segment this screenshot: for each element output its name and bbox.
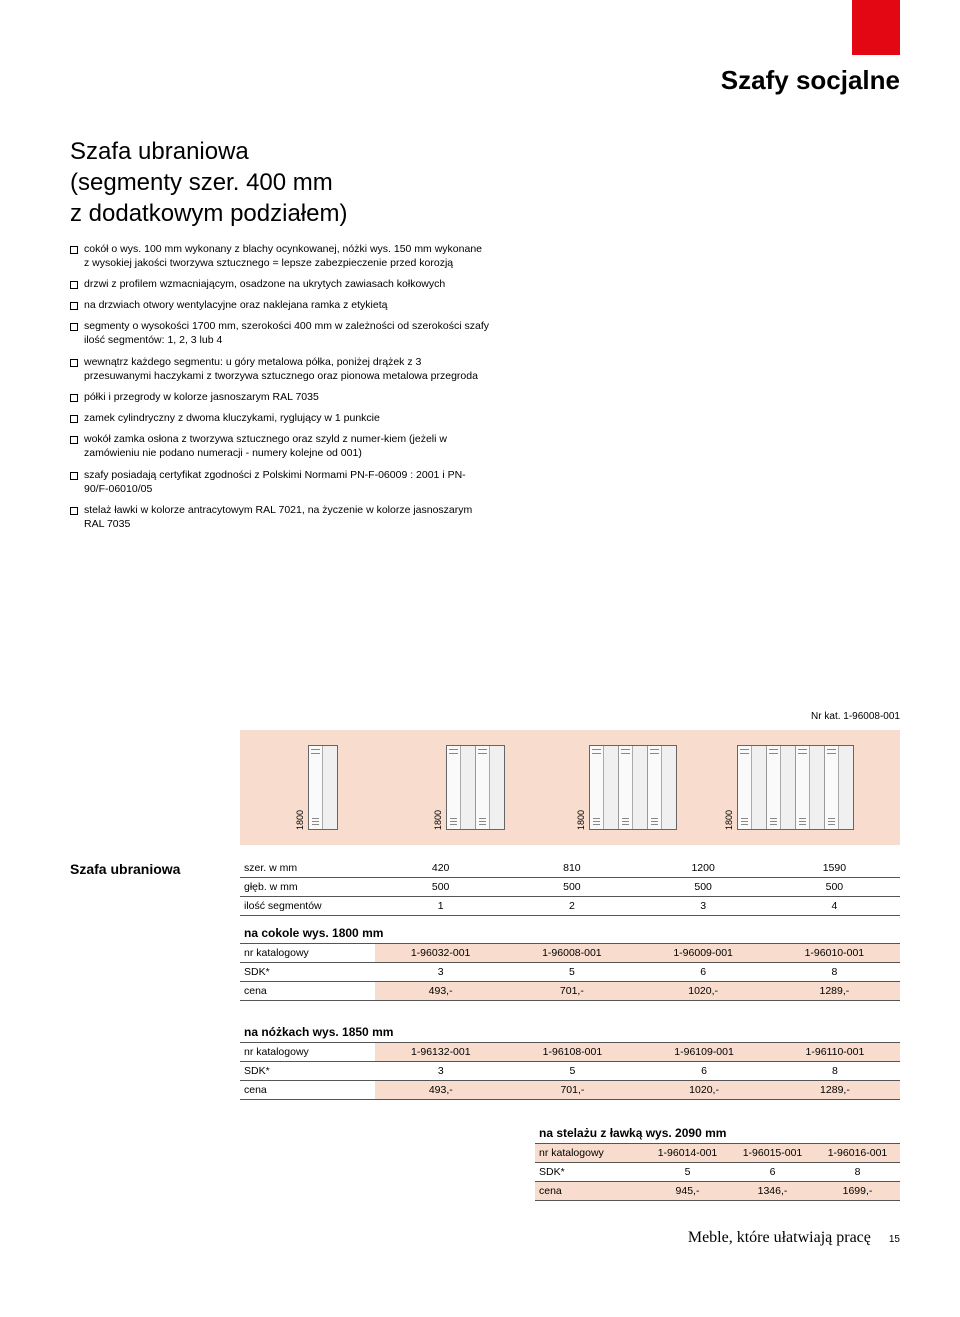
table-row: szer. w mm 420 810 1200 1590 (240, 859, 900, 878)
row-label: nr katalogowy (240, 1043, 375, 1062)
page-number: 15 (889, 1234, 900, 1245)
spec-table-nozkach: na nóżkach wys. 1850 mm nr katalogowy 1-… (240, 1015, 900, 1100)
feature-item: drzwi z profilem wzmacniającym, osadzone… (70, 277, 490, 291)
diagram-3seg: 1800 (545, 745, 707, 830)
corner-tab (852, 0, 900, 55)
section-head: na nóżkach wys. 1850 mm (240, 1015, 900, 1043)
table-row: SDK* 5 6 8 (535, 1163, 900, 1182)
table-row: nr katalogowy 1-96132-001 1-96108-001 1-… (240, 1043, 900, 1062)
feature-item: na drzwiach otwory wentylacyjne oraz nak… (70, 298, 490, 312)
row-label: nr katalogowy (535, 1144, 645, 1163)
feature-item: zamek cylindryczny z dwoma kluczykami, r… (70, 411, 490, 425)
feature-item: szafy posiadają certyfikat zgodności z P… (70, 468, 490, 496)
height-label: 1800 (295, 800, 305, 830)
table-stack: szer. w mm 420 810 1200 1590 głęb. w mm … (240, 859, 900, 1201)
section-head: na stelażu z ławką wys. 2090 mm (535, 1116, 900, 1144)
footer-tagline: Meble, które ułatwiają pracę (688, 1229, 871, 1247)
row-label: ilość segmentów (240, 897, 375, 916)
row-label: głęb. w mm (240, 878, 375, 897)
row-label: SDK* (240, 1062, 375, 1081)
feature-item: cokół o wys. 100 mm wykonany z blachy oc… (70, 242, 490, 270)
catalog-number: Nr kat. 1-96008-001 (70, 711, 900, 722)
spec-table-cokole: szer. w mm 420 810 1200 1590 głęb. w mm … (240, 859, 900, 1001)
row-label: cena (240, 982, 375, 1001)
table-row: SDK* 3 5 6 8 (240, 1062, 900, 1081)
table-row: cena 945,- 1346,- 1699,- (535, 1182, 900, 1201)
page: Szafy socjalne Szafa ubraniowa (segmenty… (0, 0, 960, 1267)
page-footer: Meble, które ułatwiają pracę 15 (70, 1229, 900, 1247)
product-title-line3: z dodatkowym podziałem) (70, 200, 347, 227)
product-title-line1: Szafa ubraniowa (70, 138, 249, 165)
product-title-line2: (segmenty szer. 400 mm (70, 169, 333, 196)
row-label: cena (535, 1182, 645, 1201)
feature-item: stelaż ławki w kolorze antracytowym RAL … (70, 503, 490, 531)
diagram-1seg: 1800 (240, 745, 393, 830)
spec-table-stelaz-wrap: na stelażu z ławką wys. 2090 mm nr katal… (535, 1116, 900, 1201)
row-label: nr katalogowy (240, 944, 375, 963)
height-label: 1800 (433, 800, 443, 830)
feature-item: wewnątrz każdego segmentu: u góry metalo… (70, 355, 490, 383)
table-row: cena 493,- 701,- 1020,- 1289,- (240, 982, 900, 1001)
product-title: Szafa ubraniowa (segmenty szer. 400 mm z… (70, 136, 900, 230)
diagram-strip: 1800 1800 1800 1800 (240, 730, 900, 845)
table-row: głęb. w mm 500 500 500 500 (240, 878, 900, 897)
row-label: SDK* (240, 963, 375, 982)
table-row: nr katalogowy 1-96014-001 1-96015-001 1-… (535, 1144, 900, 1163)
feature-item: segmenty o wysokości 1700 mm, szerokości… (70, 319, 490, 347)
height-label: 1800 (724, 800, 734, 830)
table-row: SDK* 3 5 6 8 (240, 963, 900, 982)
feature-item: półki i przegrody w kolorze jasnoszarym … (70, 390, 490, 404)
table-row: nr katalogowy 1-96032-001 1-96008-001 1-… (240, 944, 900, 963)
tables-area: Szafa ubraniowa szer. w mm 420 810 1200 … (70, 859, 900, 1201)
spec-table-stelaz: na stelażu z ławką wys. 2090 mm nr katal… (535, 1116, 900, 1201)
section-head: na cokole wys. 1800 mm (240, 916, 900, 944)
table-side-label: Szafa ubraniowa (70, 859, 240, 1201)
diagram-4seg: 1800 (708, 745, 870, 830)
feature-list: cokół o wys. 100 mm wykonany z blachy oc… (70, 242, 490, 532)
feature-item: wokół zamka osłona z tworzywa sztucznego… (70, 432, 490, 460)
table-row: ilość segmentów 1 2 3 4 (240, 897, 900, 916)
height-label: 1800 (576, 800, 586, 830)
page-title: Szafy socjalne (70, 65, 900, 96)
table-row: cena 493,- 701,- 1020,- 1289,- (240, 1081, 900, 1100)
row-label: SDK* (535, 1163, 645, 1182)
row-label: szer. w mm (240, 859, 375, 878)
row-label: cena (240, 1081, 375, 1100)
diagram-2seg: 1800 (393, 745, 546, 830)
